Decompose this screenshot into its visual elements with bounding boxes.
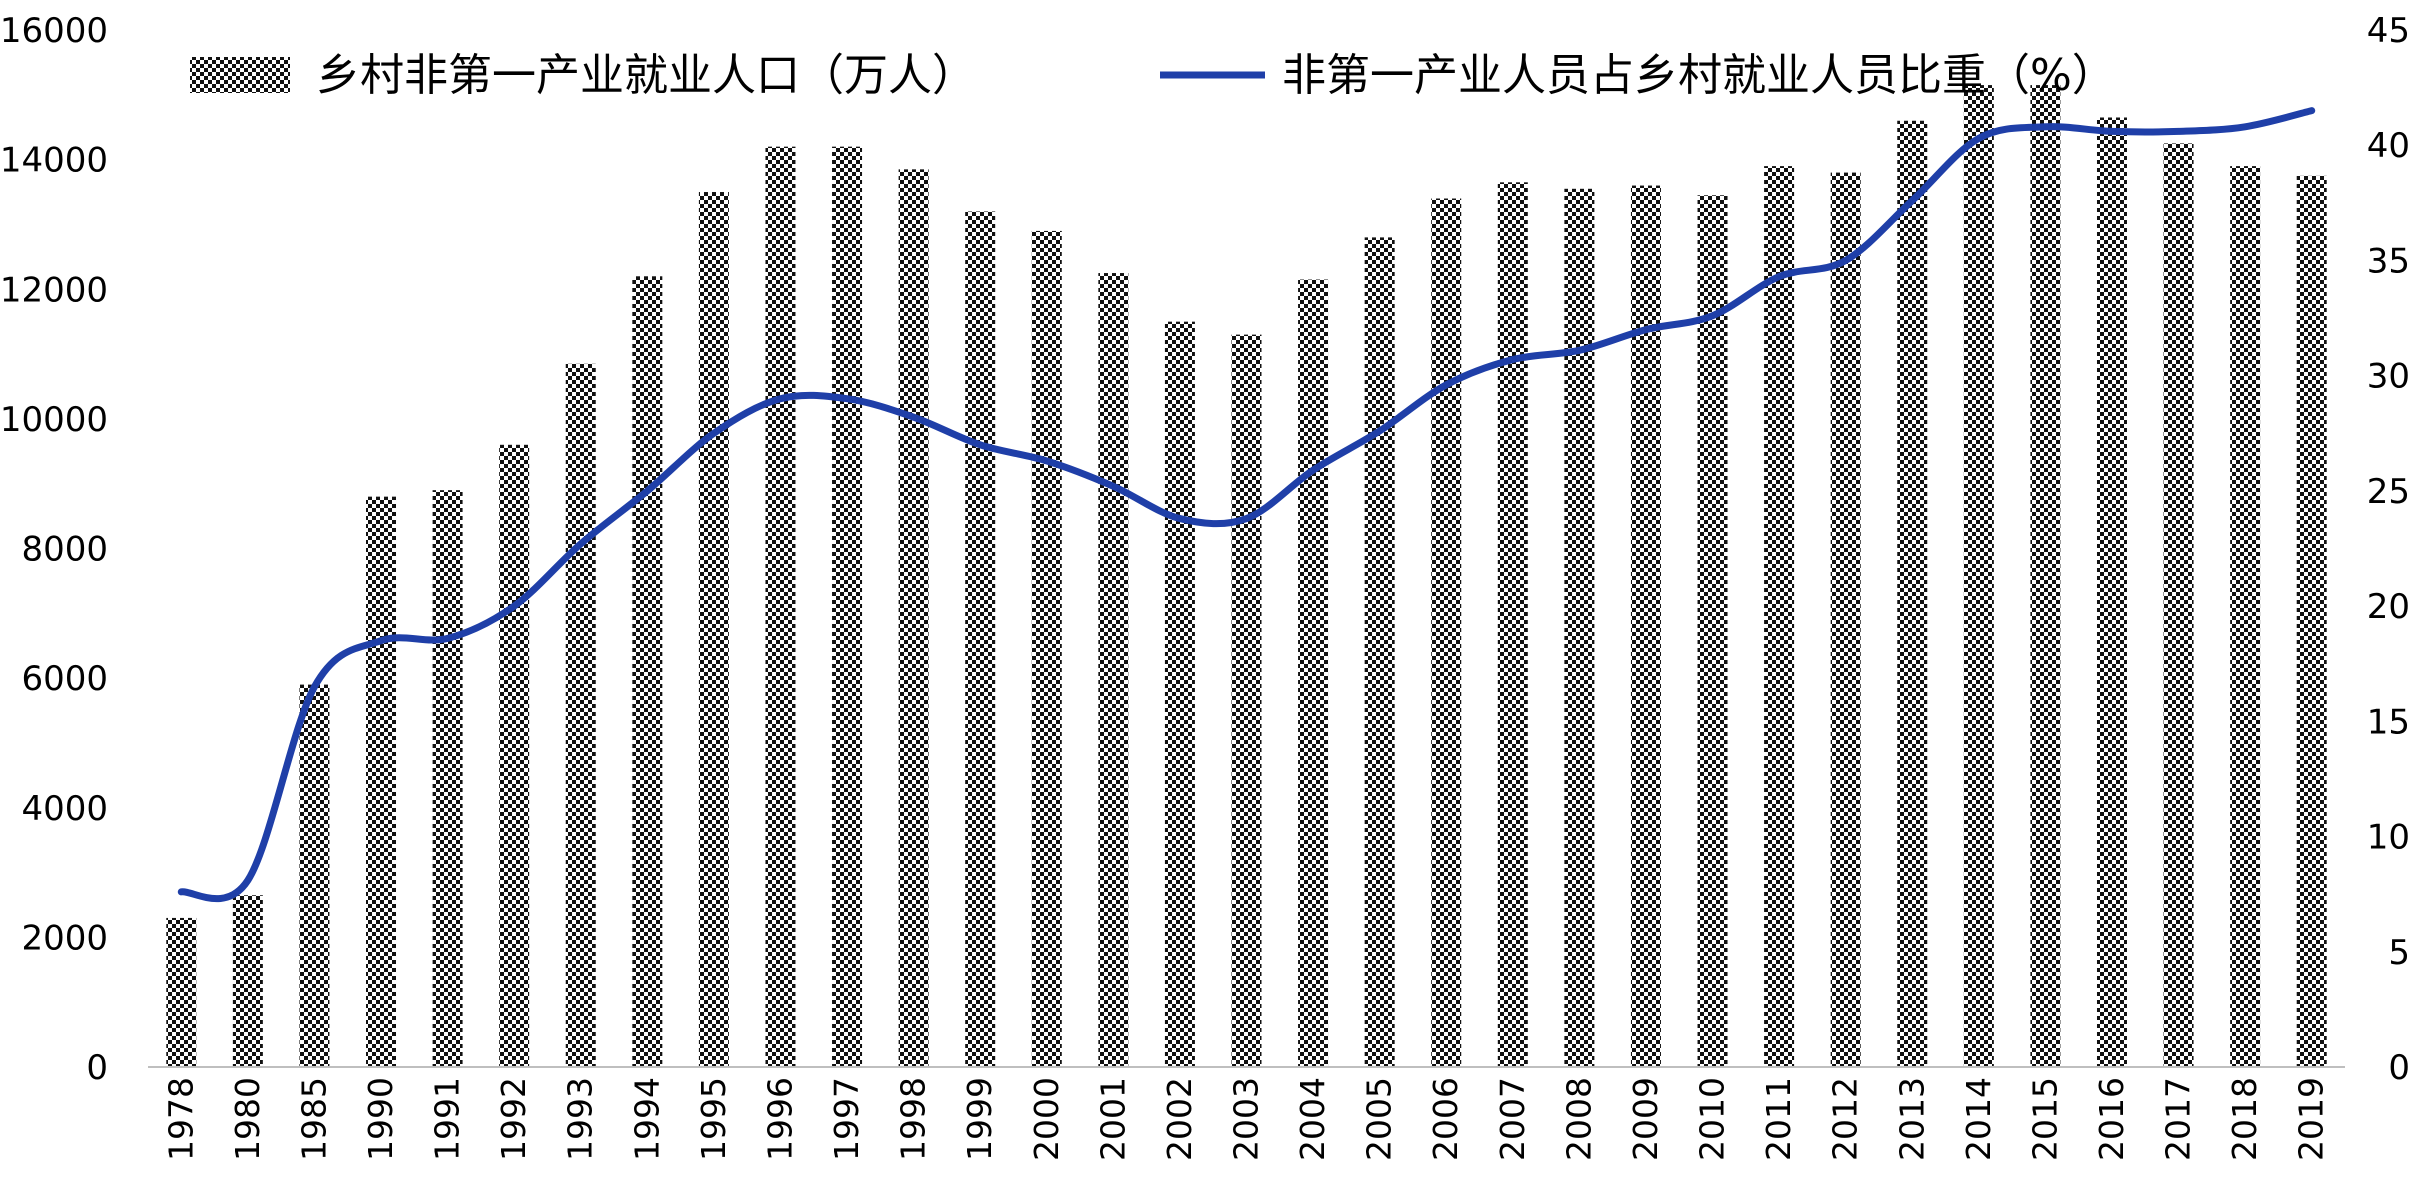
bar-2007 (1497, 182, 1528, 1067)
left-tick-label: 0 (86, 1048, 108, 1088)
right-tick-label: 20 (2367, 587, 2410, 627)
right-y-axis: 0 5 10 15 20 25 30 35 40 45 (2367, 11, 2410, 1088)
left-tick-label: 12000 (0, 270, 108, 310)
bar-1995 (698, 192, 729, 1067)
x-tick-label-2012: 2012 (1826, 1077, 1865, 1161)
left-tick-label: 2000 (21, 918, 108, 958)
bar-1992 (499, 444, 530, 1067)
bar-1999 (965, 211, 996, 1068)
x-tick-label-1992: 1992 (494, 1077, 533, 1161)
bar-2006 (1431, 198, 1462, 1067)
x-tick-label-2016: 2016 (2092, 1077, 2131, 1161)
x-tick-label-1985: 1985 (294, 1077, 333, 1161)
bar-2008 (1564, 188, 1595, 1067)
bar-2012 (1830, 172, 1861, 1067)
x-tick-label-2002: 2002 (1160, 1077, 1199, 1161)
left-y-axis: 0 2000 4000 6000 8000 10000 12000 14000 16000 (0, 11, 108, 1088)
left-tick-label: 8000 (21, 530, 108, 570)
x-tick-label-2018: 2018 (2225, 1077, 2264, 1161)
left-tick-label: 6000 (21, 659, 108, 699)
right-tick-label: 25 (2367, 472, 2410, 512)
x-tick-label-2008: 2008 (1559, 1077, 1598, 1161)
bar-1990 (366, 496, 397, 1067)
bar-1996 (765, 146, 796, 1068)
x-tick-label-1980: 1980 (228, 1077, 267, 1161)
bar-1993 (565, 363, 596, 1067)
x-tick-label-1993: 1993 (561, 1077, 600, 1161)
bar-1978 (166, 917, 197, 1067)
x-tick-label-1997: 1997 (827, 1077, 866, 1161)
x-tick-label-2014: 2014 (1959, 1077, 1998, 1161)
x-tick-label-2001: 2001 (1093, 1077, 1132, 1161)
x-tick-label-1994: 1994 (627, 1077, 666, 1161)
right-tick-label: 0 (2388, 1048, 2410, 1088)
right-tick-label: 10 (2367, 818, 2410, 858)
x-tick-label-2006: 2006 (1426, 1077, 1465, 1161)
bar-2019 (2296, 175, 2327, 1067)
bar-2002 (1164, 321, 1195, 1067)
x-tick-label-1991: 1991 (428, 1077, 467, 1161)
bar-1994 (632, 276, 663, 1068)
x-tick-label-1999: 1999 (960, 1077, 999, 1161)
bar-series (166, 85, 2327, 1068)
bar-2000 (1031, 230, 1062, 1067)
x-tick-label-2009: 2009 (1626, 1077, 1665, 1161)
right-tick-label: 5 (2388, 933, 2410, 973)
bar-2016 (2096, 117, 2127, 1067)
right-tick-label: 35 (2367, 241, 2410, 281)
legend-label-bar: 乡村非第一产业就业人口（万人） (316, 50, 976, 101)
left-tick-label: 10000 (0, 400, 108, 440)
legend-label-line: 非第一产业人员占乡村就业人员比重（%） (1282, 50, 2116, 101)
bar-1998 (898, 169, 929, 1068)
right-tick-label: 30 (2367, 357, 2410, 397)
x-tick-label-2004: 2004 (1293, 1077, 1332, 1161)
legend: 乡村非第一产业就业人口（万人） 非第一产业人员占乡村就业人员比重（%） (190, 50, 2116, 101)
x-tick-label-1995: 1995 (694, 1077, 733, 1161)
x-tick-label-1990: 1990 (361, 1077, 400, 1161)
bar-1997 (832, 146, 863, 1068)
x-tick-label-2017: 2017 (2159, 1077, 2198, 1161)
x-axis-tick-labels: 1978 1980 1985 1990 1991 1992 1993 1994 1995 1996… (161, 1077, 2330, 1161)
bar-2018 (2230, 166, 2261, 1067)
left-tick-label: 16000 (0, 11, 108, 51)
bar-1980 (232, 895, 263, 1067)
x-tick-label-2010: 2010 (1693, 1077, 1732, 1161)
bar-2015 (2030, 85, 2061, 1067)
bar-2013 (1897, 120, 1928, 1068)
left-tick-label: 4000 (21, 789, 108, 829)
x-tick-label-2000: 2000 (1027, 1077, 1066, 1161)
legend-swatch-bar (190, 57, 290, 93)
x-tick-label-2011: 2011 (1759, 1077, 1798, 1161)
bar-2014 (1963, 85, 1994, 1067)
right-tick-label: 45 (2367, 11, 2410, 51)
x-tick-label-1998: 1998 (894, 1077, 933, 1161)
x-tick-label-2005: 2005 (1360, 1077, 1399, 1161)
right-tick-label: 15 (2367, 702, 2410, 742)
left-tick-label: 14000 (0, 141, 108, 181)
x-tick-label-2013: 2013 (1892, 1077, 1931, 1161)
x-tick-label-2007: 2007 (1493, 1077, 1532, 1161)
x-tick-label-2015: 2015 (2025, 1077, 2064, 1161)
bar-2001 (1098, 273, 1129, 1067)
bar-2004 (1298, 279, 1329, 1067)
bar-2003 (1231, 334, 1262, 1067)
bar-2010 (1697, 195, 1728, 1068)
bar-2017 (2163, 143, 2194, 1067)
bar-2009 (1630, 185, 1661, 1068)
line-series (177, 107, 2316, 903)
x-tick-label-2019: 2019 (2292, 1077, 2331, 1161)
x-tick-label-2003: 2003 (1227, 1077, 1266, 1161)
bar-2011 (1764, 166, 1795, 1067)
bar-1991 (432, 490, 463, 1067)
bar-1985 (299, 684, 330, 1067)
bar-2005 (1364, 237, 1395, 1067)
x-tick-label-1996: 1996 (760, 1077, 799, 1161)
x-tick-label-1978: 1978 (161, 1077, 200, 1161)
right-tick-label: 40 (2367, 126, 2410, 166)
